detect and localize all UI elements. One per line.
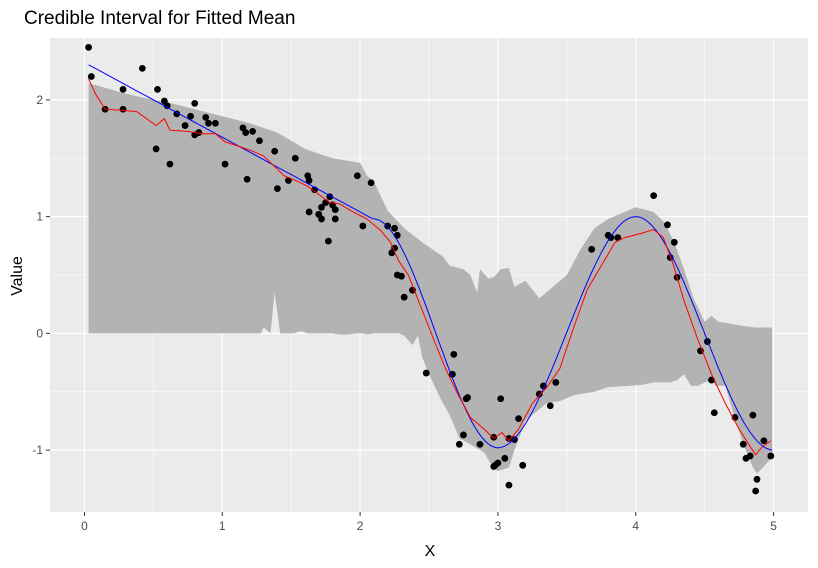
data-point [400, 293, 408, 301]
data-point [670, 238, 678, 246]
x-tick-label: 1 [219, 519, 226, 533]
data-point [749, 411, 757, 419]
data-point [497, 395, 505, 403]
data-point [305, 208, 313, 216]
data-point [535, 390, 543, 398]
data-point [710, 409, 718, 417]
data-point [154, 85, 161, 93]
data-point [552, 379, 560, 386]
data-point [163, 102, 171, 110]
data-point [205, 119, 212, 127]
data-point [460, 431, 467, 439]
data-point [152, 145, 160, 153]
data-point [211, 119, 219, 127]
data-point [187, 112, 194, 120]
data-point [331, 215, 339, 223]
data-point [760, 437, 768, 445]
data-point [546, 402, 554, 410]
data-point [138, 64, 146, 72]
data-point [242, 129, 250, 136]
y-tick-label: -1 [32, 443, 43, 457]
data-point [202, 113, 210, 121]
x-axis-title: X [425, 543, 436, 560]
x-tick-label: 0 [81, 519, 88, 533]
data-point [511, 436, 518, 444]
data-point [490, 433, 498, 441]
data-point [476, 440, 484, 448]
data-point [353, 172, 361, 180]
data-point [464, 394, 471, 401]
data-point [318, 203, 325, 211]
data-point [291, 154, 299, 162]
data-point [739, 440, 747, 448]
data-point [650, 192, 658, 200]
data-point [256, 137, 263, 145]
data-point [746, 452, 754, 460]
chart-title: Credible Interval for Fitted Mean [24, 8, 296, 29]
data-point [359, 222, 367, 230]
data-point [243, 175, 251, 183]
data-point [752, 487, 760, 495]
y-tick-label: 1 [36, 210, 43, 224]
data-point [384, 222, 392, 230]
data-point [391, 224, 398, 232]
data-point [195, 129, 203, 136]
data-point [515, 415, 522, 423]
data-point [324, 237, 332, 245]
data-point [87, 73, 95, 80]
data-point [331, 206, 339, 214]
data-point [767, 452, 775, 460]
data-point [494, 459, 502, 467]
data-point [753, 475, 761, 483]
data-point [450, 350, 458, 358]
x-tick-label: 5 [770, 519, 777, 533]
fitted-mean-line [88, 78, 772, 456]
x-tick-label: 2 [357, 519, 364, 533]
data-point [588, 245, 596, 253]
data-point [393, 231, 401, 239]
data-point [166, 160, 174, 168]
data-point [322, 199, 330, 207]
data-point [249, 127, 256, 135]
data-point [391, 244, 398, 252]
data-point [505, 435, 513, 442]
data-point [409, 286, 416, 294]
data-point [119, 85, 127, 93]
data-point [501, 454, 509, 462]
data-point [305, 177, 313, 184]
data-point [697, 347, 704, 355]
data-point [505, 481, 513, 489]
data-point [614, 234, 622, 242]
y-axis-title: Value [9, 256, 26, 296]
data-point [367, 179, 375, 187]
credible-interval-band [88, 83, 773, 474]
data-point [422, 369, 430, 377]
data-point [664, 221, 671, 229]
y-tick-label: 0 [36, 326, 43, 340]
data-point [271, 147, 279, 155]
data-point [221, 160, 229, 168]
data-point [455, 440, 463, 448]
data-point [318, 215, 325, 223]
x-tick-label: 3 [495, 519, 502, 533]
x-tick-label: 4 [632, 519, 639, 533]
data-point [191, 99, 199, 107]
data-point [398, 272, 405, 280]
data-point [519, 461, 527, 469]
data-point [85, 43, 92, 51]
y-tick-label: 2 [36, 93, 43, 107]
data-point [119, 105, 127, 113]
data-point [181, 122, 189, 129]
data-point [274, 185, 281, 193]
